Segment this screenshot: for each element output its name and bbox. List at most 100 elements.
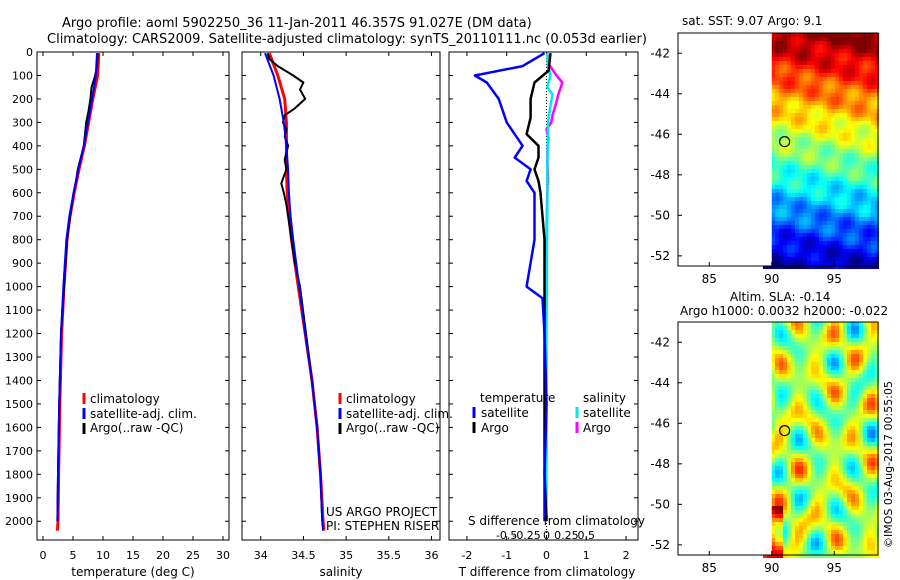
sst-cell [847, 149, 851, 153]
sst-cell [811, 125, 815, 129]
sst-cell [779, 133, 783, 137]
sla-cell [831, 454, 835, 458]
sst-cell [811, 49, 815, 53]
sst-cell [807, 249, 811, 253]
sst-cell [799, 89, 803, 93]
sla-cell [847, 486, 851, 490]
sst-cell [855, 49, 859, 53]
sla-cell [859, 490, 863, 494]
sst-cell [867, 229, 871, 233]
sla-cell [807, 434, 811, 438]
sla-cell [867, 434, 871, 438]
sla-cell [847, 322, 851, 326]
legend-climatology-label: climatology [90, 392, 160, 406]
sla-cell [875, 402, 879, 406]
sla-cell [799, 354, 803, 358]
sla-cell [871, 510, 875, 514]
land-mask [678, 33, 772, 266]
sst-cell [871, 85, 875, 89]
sla-cell [819, 458, 823, 462]
sla-cell [795, 514, 799, 518]
sst-cell [863, 85, 867, 89]
sla-cell [847, 502, 851, 506]
sst-cell [827, 45, 831, 49]
sst-cell [799, 149, 803, 153]
sst-cell [839, 89, 843, 93]
sla-cell [847, 546, 851, 550]
sla-cell [847, 370, 851, 374]
sst-cell [779, 193, 783, 197]
sla-cell [787, 530, 791, 534]
sst-cell [807, 125, 811, 129]
sst-cell [775, 165, 779, 169]
sst-cell [827, 225, 831, 229]
sla-cell [815, 506, 819, 510]
y-tick-label: -44 [650, 87, 670, 101]
sla-cell [819, 506, 823, 510]
sla-cell [863, 358, 867, 362]
sla-cell [811, 510, 815, 514]
sst-cell [803, 101, 807, 105]
sla-cell [839, 518, 843, 522]
y-tick-label: 1500 [5, 398, 33, 411]
sla-cell [875, 458, 879, 462]
sst-cell [783, 57, 787, 61]
sla-cell [843, 450, 847, 454]
sla-cell [859, 390, 863, 394]
sla-cell [867, 398, 871, 402]
sst-cell [811, 205, 815, 209]
sla-cell [859, 546, 863, 550]
sst-cell [803, 133, 807, 137]
y-tick-label: 700 [12, 210, 33, 223]
sla-cell [811, 474, 815, 478]
sla-cell [843, 486, 847, 490]
sst-cell [875, 69, 879, 73]
sst-cell [783, 185, 787, 189]
sst-cell [791, 233, 795, 237]
sst-cell [851, 61, 855, 65]
sla-cell [843, 466, 847, 470]
sla-cell [831, 426, 835, 430]
sst-cell [795, 73, 799, 77]
sst-cell [783, 69, 787, 73]
sst-cell [819, 149, 823, 153]
sla-cell [779, 322, 783, 326]
sst-cell [839, 37, 843, 41]
sst-cell [779, 45, 783, 49]
sla-cell [863, 530, 867, 534]
sla-cell [783, 398, 787, 402]
sla-cell [799, 526, 803, 530]
sla-cell [815, 402, 819, 406]
sst-cell [803, 153, 807, 157]
sst-cell [855, 221, 859, 225]
sst-cell [827, 49, 831, 53]
sst-cell [791, 69, 795, 73]
sst-cell [871, 109, 875, 113]
sst-cell [827, 173, 831, 177]
sla-cell [819, 346, 823, 350]
sst-cell [771, 69, 775, 73]
sst-cell [815, 233, 819, 237]
sst-cell [783, 237, 787, 241]
sst-cell [823, 137, 827, 141]
sst-cell [771, 97, 775, 101]
sla-cell [771, 442, 775, 446]
sla-cell [867, 358, 871, 362]
sst-cell [815, 177, 819, 181]
sst-cell [787, 145, 791, 149]
sla-cell [779, 346, 783, 350]
sst-cell [827, 229, 831, 233]
sst-cell [831, 41, 835, 45]
sla-cell [795, 498, 799, 502]
sst-cell [775, 97, 779, 101]
sla-cell [775, 554, 779, 558]
sst-cell [811, 41, 815, 45]
sla-cell [783, 334, 787, 338]
sst-cell [795, 165, 799, 169]
sla-cell [819, 430, 823, 434]
sla-cell [807, 490, 811, 494]
sla-cell [847, 550, 851, 554]
sla-cell [819, 366, 823, 370]
sst-cell [831, 229, 835, 233]
sst-cell [803, 253, 807, 257]
